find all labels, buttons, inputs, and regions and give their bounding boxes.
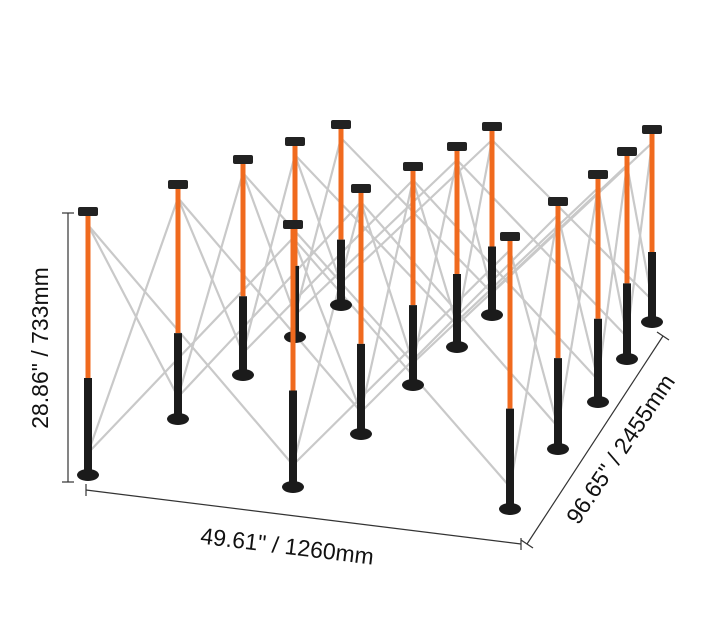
leg-cap — [500, 232, 520, 241]
leg-cap — [642, 125, 662, 134]
leg-foot — [402, 379, 424, 391]
leg-foot — [330, 299, 352, 311]
brace — [293, 137, 343, 316]
brace — [508, 249, 560, 428]
leg-cap — [285, 137, 305, 146]
brace — [87, 224, 179, 398]
brace — [294, 159, 458, 316]
brace — [177, 197, 362, 413]
leg — [446, 142, 468, 353]
leg-foot — [350, 428, 372, 440]
leg-cap — [617, 147, 637, 156]
brace — [241, 172, 297, 316]
leg-cap — [331, 120, 351, 129]
brace — [556, 214, 600, 381]
height-label: 28.86" / 733mm — [27, 267, 53, 429]
brace — [508, 214, 560, 488]
leg-cap — [78, 207, 98, 216]
leg-foot — [167, 413, 189, 425]
brace — [241, 154, 297, 354]
leg — [402, 162, 424, 391]
brace — [176, 197, 245, 354]
leg — [167, 180, 189, 425]
brace — [292, 237, 511, 488]
leg-cap — [482, 122, 502, 131]
leg-foot — [282, 481, 304, 493]
leg-cap — [447, 142, 467, 151]
brace — [625, 142, 654, 338]
leg — [232, 155, 254, 381]
leg — [547, 197, 569, 455]
legs — [77, 120, 663, 515]
brace — [359, 179, 415, 413]
leg-cap — [351, 184, 371, 193]
leg — [616, 147, 638, 365]
brace — [340, 139, 493, 284]
brace — [176, 172, 245, 398]
leg-foot — [616, 353, 638, 365]
leg — [330, 120, 352, 311]
brace — [556, 187, 600, 428]
leg-cap — [548, 197, 568, 206]
brace — [86, 197, 180, 454]
leg-cap — [283, 220, 303, 229]
leg-cap — [233, 155, 253, 164]
leg-foot — [547, 443, 569, 455]
brace — [294, 154, 458, 326]
brace — [242, 179, 414, 354]
brace — [87, 237, 294, 454]
leg — [350, 184, 372, 440]
brace — [596, 187, 629, 338]
leg — [641, 125, 663, 328]
width-label: 49.61" / 1260mm — [199, 523, 375, 570]
leg — [282, 220, 304, 493]
brace — [455, 139, 494, 326]
leg-foot — [446, 341, 468, 353]
leg-cap — [588, 170, 608, 179]
brace — [292, 249, 511, 466]
length-label: 96.65" / 2455mm — [561, 369, 680, 528]
leg-foot — [641, 316, 663, 328]
brace — [412, 187, 599, 364]
dimension-lines — [62, 212, 670, 550]
brace — [359, 201, 415, 364]
leg — [499, 232, 521, 515]
leg-foot — [77, 469, 99, 481]
leg-cap — [403, 162, 423, 171]
brace — [177, 201, 362, 398]
leg-foot — [499, 503, 521, 515]
leg — [587, 170, 609, 408]
brace — [340, 137, 493, 294]
leg-foot — [481, 309, 503, 321]
brace — [411, 179, 459, 326]
leg — [77, 207, 99, 481]
leg-foot — [232, 369, 254, 381]
leg-cap — [168, 180, 188, 189]
brace — [291, 237, 363, 413]
leg — [481, 122, 503, 321]
brace — [411, 159, 459, 364]
brace — [455, 159, 494, 294]
leg-foot — [587, 396, 609, 408]
brace — [596, 164, 629, 381]
